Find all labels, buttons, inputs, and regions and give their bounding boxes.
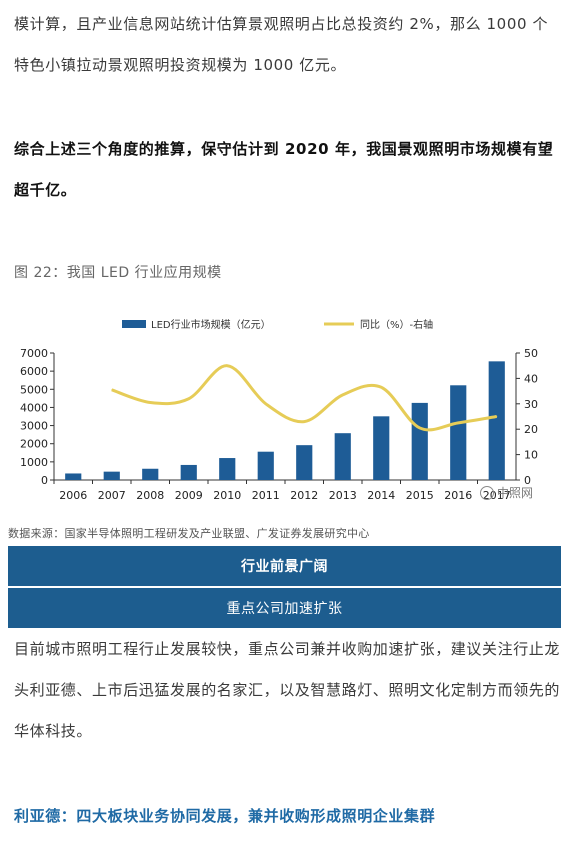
- x-tick-label: 2010: [213, 489, 241, 502]
- yoy-point: [265, 403, 267, 405]
- source-note: 数据来源：国家半导体照明工程研发及产业联盟、广发证券发展研究中心: [8, 527, 370, 540]
- y-right-tick-label: 20: [524, 423, 538, 436]
- x-tick-label: 2016: [444, 489, 472, 502]
- x-tick-label: 2007: [98, 489, 126, 502]
- yoy-point: [496, 416, 498, 417]
- paragraph-conclusion: 综合上述三个角度的推算，保守估计到 2020 年，我国景观照明市场规模有望超千亿…: [14, 140, 554, 199]
- y-right-tick-label: 30: [524, 398, 538, 411]
- bar-2009: [180, 464, 197, 480]
- x-tick-label: 2006: [59, 489, 87, 502]
- yoy-point: [149, 402, 151, 404]
- y-left-tick-label: 3000: [20, 420, 48, 433]
- y-right-tick-label: 50: [524, 347, 538, 360]
- x-tick-label: 2009: [175, 489, 203, 502]
- yoy-point: [380, 386, 382, 388]
- bar-2010: [219, 458, 236, 480]
- paragraph-recommendation: 目前城市照明工程行止发展较快，重点公司兼并收购加速扩张，建议关注行止龙头利亚德、…: [14, 640, 561, 740]
- bar-2007: [103, 471, 120, 480]
- yoy-point: [188, 398, 190, 400]
- y-left-tick-label: 0: [41, 474, 48, 487]
- legend-bar-swatch: [122, 320, 146, 328]
- banner-divider: [8, 586, 561, 588]
- paragraph-investment-estimate: 模计算，且产业信息网站统计估算景观照明占比总投资约 2%，那么 1000 个特色…: [14, 15, 549, 74]
- chart-bars: [65, 361, 505, 480]
- y-right-tick-label: 0: [524, 474, 531, 487]
- bar-2013: [334, 433, 351, 480]
- legend-line-label: 同比（%）-右轴: [360, 318, 433, 331]
- bar-2015: [411, 402, 428, 480]
- x-tick-label: 2012: [290, 489, 318, 502]
- y-right-tick-label: 40: [524, 372, 538, 385]
- watermark: 中照网: [480, 484, 533, 501]
- bar-2011: [257, 451, 274, 480]
- y-left-tick-label: 4000: [20, 401, 48, 414]
- x-tick-label: 2013: [329, 489, 357, 502]
- watermark-icon: [480, 485, 494, 500]
- banner-industry-outlook: 行业前景广阔: [8, 546, 561, 586]
- x-tick-label: 2008: [136, 489, 164, 502]
- bar-2008: [142, 468, 159, 480]
- legend-bar-label: LED行业市场规模（亿元）: [151, 318, 271, 331]
- bar-2017: [488, 361, 505, 480]
- yoy-point: [419, 427, 421, 429]
- y-left-tick-label: 1000: [20, 456, 48, 469]
- banner-key-companies: 重点公司加速扩张: [8, 588, 561, 628]
- chart-legend: LED行业市场规模（亿元） 同比（%）-右轴: [122, 318, 433, 331]
- bar-2012: [296, 445, 313, 480]
- bar-2006: [65, 473, 82, 480]
- y-left-tick-label: 5000: [20, 383, 48, 396]
- bar-2014: [373, 416, 390, 480]
- watermark-text: 中照网: [497, 486, 534, 500]
- yoy-point: [303, 421, 305, 423]
- x-tick-label: 2011: [252, 489, 280, 502]
- x-tick-label: 2014: [367, 489, 395, 502]
- y-left-tick-label: 2000: [20, 438, 48, 451]
- yoy-point: [226, 365, 228, 367]
- y-left-tick-label: 6000: [20, 365, 48, 378]
- x-tick-label: 2015: [406, 489, 434, 502]
- chart-line: [111, 364, 498, 432]
- yoy-growth-line: [111, 364, 497, 432]
- yoy-point: [457, 422, 459, 424]
- figure-caption: 图 22：我国 LED 行业应用规模: [14, 265, 222, 281]
- bar-2016: [450, 385, 467, 480]
- yoy-point: [111, 389, 113, 391]
- paragraph-leyard-heading: 利亚德：四大板块业务协同发展，兼并收购形成照明企业集群: [14, 807, 436, 825]
- y-left-tick-label: 7000: [20, 347, 48, 360]
- y-right-tick-label: 10: [524, 449, 538, 462]
- yoy-point: [342, 394, 344, 396]
- led-market-chart: LED行业市场规模（亿元） 同比（%）-右轴 0 1000 2000 3000 4000 5…: [20, 318, 538, 502]
